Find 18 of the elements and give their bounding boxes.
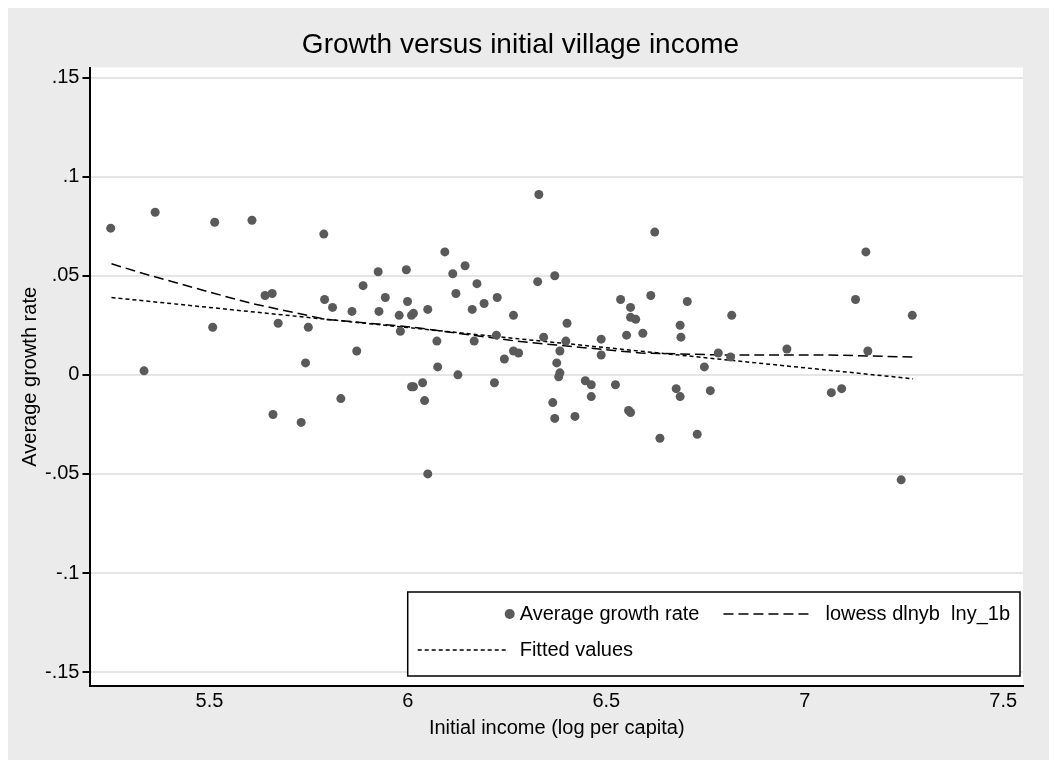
y-tick-label: -.05: [44, 461, 80, 484]
x-tick-label: 6.5: [592, 688, 621, 711]
legend-label: lowess dlnyb lny_1b: [825, 601, 1011, 625]
x-tick-label: 5.5: [195, 688, 224, 711]
x-tick-label: 6: [402, 688, 414, 711]
x-tick-label: 7: [799, 688, 811, 711]
chart-title: Growth versus initial village income: [301, 27, 740, 59]
y-tick-label: -.15: [44, 659, 80, 682]
y-tick-label: .15: [51, 65, 80, 88]
legend-label: Fitted values: [519, 637, 634, 660]
y-tick-label: -.1: [56, 560, 80, 583]
x-axis-title: Initial income (log per capita): [428, 715, 685, 738]
x-tick-label: 7.5: [989, 688, 1018, 711]
y-axis-title: Average growth rate: [17, 286, 40, 467]
y-tick-label: .05: [51, 263, 80, 286]
y-tick-label: 0: [68, 362, 80, 385]
y-tick-label: .1: [62, 164, 80, 187]
legend-label: Average growth rate: [519, 601, 700, 624]
